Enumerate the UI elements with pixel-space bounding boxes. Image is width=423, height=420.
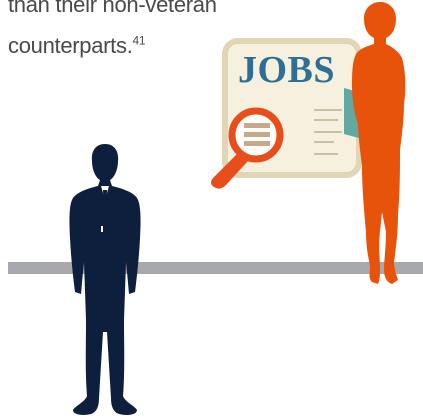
body-text-line-1: than their non-veteran — [8, 0, 217, 25]
man-silhouette-icon — [55, 140, 155, 420]
woman-silhouette-icon — [340, 0, 420, 290]
footnote-marker: 41 — [133, 34, 146, 48]
body-text-line-2-text: counterparts. — [8, 33, 133, 58]
body-text: than their non-veteran counterparts.41 — [8, 0, 217, 66]
body-text-line-2: counterparts.41 — [8, 25, 217, 66]
magnifier-icon — [200, 95, 310, 205]
